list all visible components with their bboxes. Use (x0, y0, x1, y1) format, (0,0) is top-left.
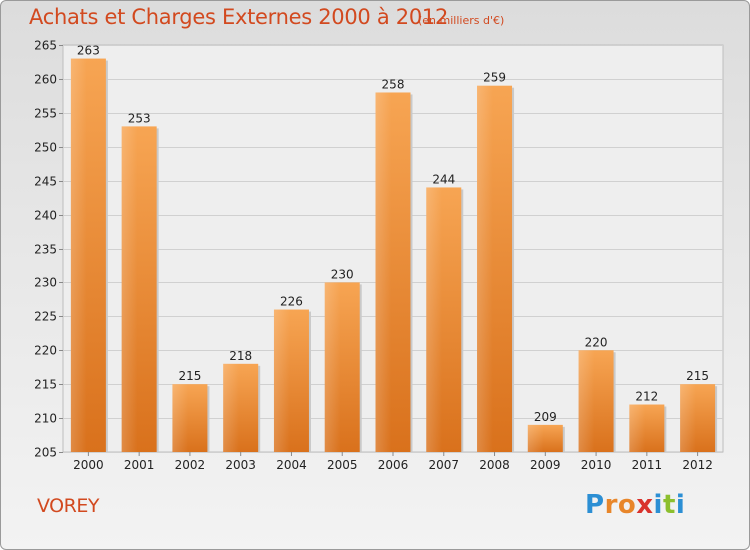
x-tick-label: 2003 (225, 458, 256, 472)
bar-highlight (578, 350, 595, 452)
logo-letter: t (662, 490, 676, 520)
bar-highlight (426, 187, 443, 452)
chart-subtitle: (en milliers d'€) (418, 14, 505, 27)
chart-title: Achats et Charges Externes 2000 à 2012 (29, 5, 449, 29)
x-tick-label: 2002 (175, 458, 206, 472)
bar-highlight (172, 384, 189, 452)
y-tick-label: 265 (34, 39, 57, 53)
data-label: 209 (534, 410, 557, 424)
bar-highlight (70, 58, 87, 453)
y-tick-label: 225 (34, 310, 57, 324)
proxiti-logo: Proxiti (585, 490, 685, 520)
bar-highlight (121, 126, 138, 453)
bar-highlight (629, 404, 646, 452)
logo-letter: x (636, 490, 654, 520)
y-tick-label: 250 (34, 141, 57, 155)
x-tick-label: 2001 (124, 458, 155, 472)
data-label: 258 (382, 77, 405, 91)
y-tick-label: 255 (34, 107, 57, 121)
logo-letter: P (585, 490, 605, 520)
data-label: 244 (432, 172, 455, 186)
x-tick-label: 2011 (632, 458, 663, 472)
bar-highlight (477, 85, 493, 452)
data-label: 253 (128, 111, 151, 125)
bar-highlight (324, 282, 341, 452)
bars: 263 253 215 218 226 230 258 244 259 209 220 212 215 (70, 44, 718, 453)
bar-highlight (223, 363, 239, 452)
x-tick-label: 2004 (276, 458, 307, 472)
logo-letter: r (604, 490, 618, 520)
y-tick-label: 215 (34, 378, 57, 392)
x-tick-label: 2010 (581, 458, 612, 472)
data-label: 230 (331, 267, 354, 281)
x-axis-ticks: 2000 2001 2002 2003 2004 2005 2006 2007 2008 2009… (73, 452, 713, 472)
data-label: 220 (585, 335, 608, 349)
y-axis-ticks: 205 210 215 220 225 230 235 240 245 250 255 260 265 (34, 39, 63, 460)
x-tick-label: 2008 (479, 458, 510, 472)
bar-highlight (527, 424, 544, 452)
data-label: 259 (483, 71, 506, 85)
y-tick-label: 230 (34, 276, 57, 290)
logo-letter: o (617, 490, 637, 520)
y-tick-label: 235 (34, 243, 57, 257)
y-tick-label: 210 (34, 412, 57, 426)
bar-highlight (273, 309, 290, 452)
bar-highlight (680, 384, 696, 452)
x-tick-label: 2006 (378, 458, 409, 472)
logo-letter: i (675, 490, 686, 520)
data-label: 263 (77, 44, 100, 58)
x-tick-label: 2007 (428, 458, 459, 472)
data-label: 218 (229, 349, 252, 363)
data-label: 215 (178, 369, 201, 383)
y-tick-label: 260 (34, 73, 57, 87)
y-tick-label: 205 (34, 446, 57, 460)
data-label: 226 (280, 295, 303, 309)
x-tick-label: 2012 (682, 458, 713, 472)
y-tick-label: 240 (34, 209, 57, 223)
logo-letter: i (653, 490, 663, 520)
data-label: 212 (635, 390, 658, 404)
location-label: VOREY (37, 495, 99, 517)
y-tick-label: 220 (34, 344, 57, 358)
x-tick-label: 2005 (327, 458, 358, 472)
x-tick-label: 2000 (73, 458, 104, 472)
y-tick-label: 245 (34, 175, 57, 189)
data-label: 215 (686, 369, 709, 383)
x-tick-label: 2009 (530, 458, 561, 472)
bar-highlight (375, 92, 392, 452)
